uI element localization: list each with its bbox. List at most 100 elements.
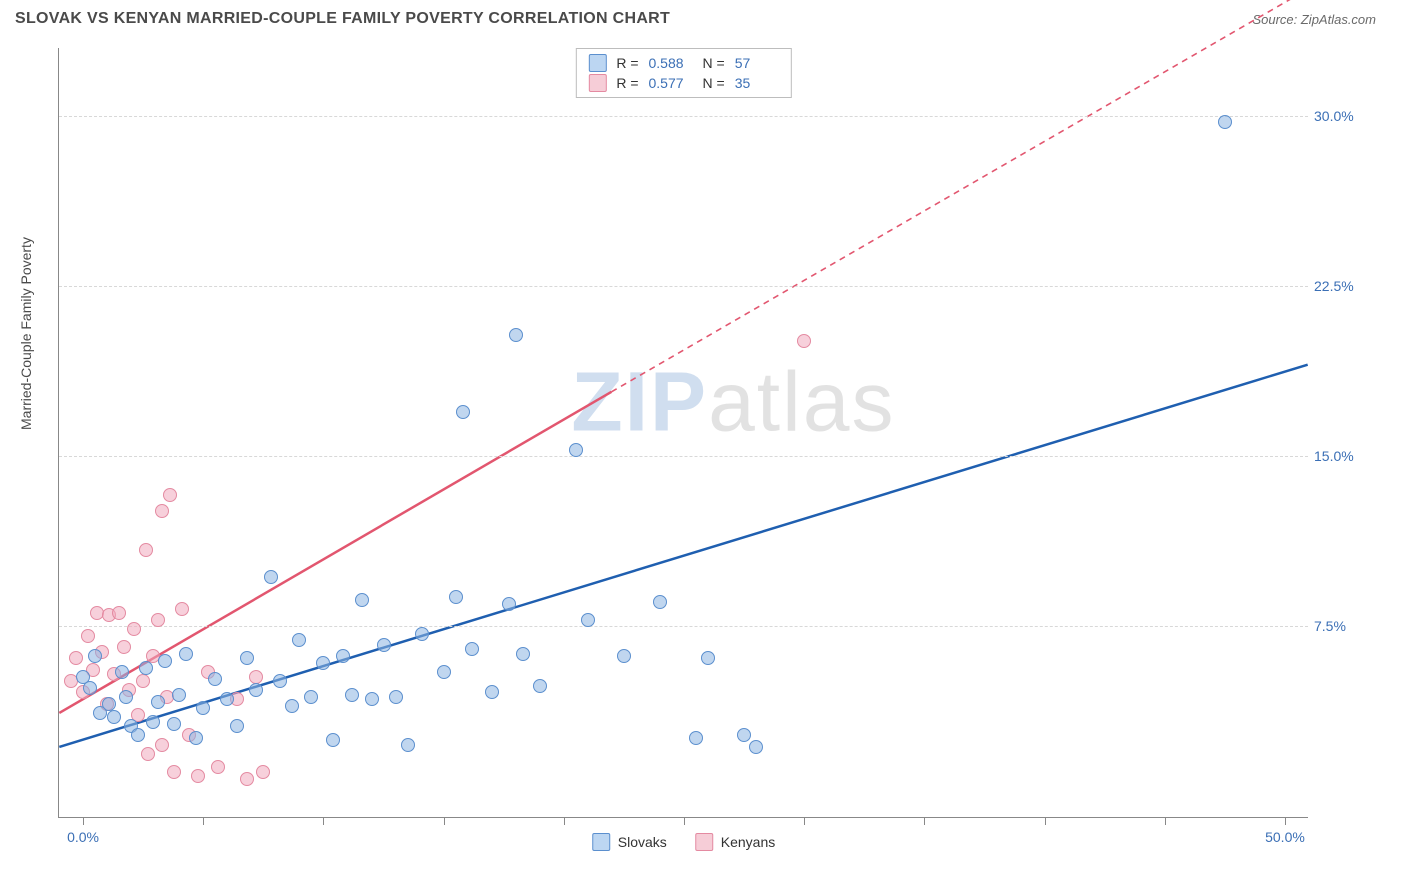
stats-legend-box: R = 0.588 N = 57 R = 0.577 N = 35 — [575, 48, 791, 98]
data-point-slovak — [502, 597, 516, 611]
data-point-kenyan — [211, 760, 225, 774]
x-tick — [564, 817, 565, 825]
data-point-slovak — [509, 328, 523, 342]
data-point-kenyan — [127, 622, 141, 636]
x-tick — [444, 817, 445, 825]
trend-lines — [59, 48, 1308, 817]
data-point-kenyan — [141, 747, 155, 761]
source-attribution: Source: ZipAtlas.com — [1252, 12, 1376, 27]
data-point-slovak — [355, 593, 369, 607]
data-point-kenyan — [112, 606, 126, 620]
data-point-slovak — [316, 656, 330, 670]
data-point-slovak — [189, 731, 203, 745]
data-point-slovak — [119, 690, 133, 704]
x-tick — [323, 817, 324, 825]
data-point-slovak — [230, 719, 244, 733]
data-point-slovak — [415, 627, 429, 641]
data-point-slovak — [617, 649, 631, 663]
stat-r-label: R = — [616, 75, 638, 91]
legend-item: Slovaks — [592, 833, 667, 851]
data-point-slovak — [158, 654, 172, 668]
gridline — [59, 116, 1308, 117]
data-point-slovak — [151, 695, 165, 709]
x-tick — [1285, 817, 1286, 825]
data-point-kenyan — [69, 651, 83, 665]
y-tick-label: 15.0% — [1314, 448, 1366, 464]
y-tick-label: 30.0% — [1314, 108, 1366, 124]
data-point-slovak — [389, 690, 403, 704]
data-point-kenyan — [163, 488, 177, 502]
legend-swatch — [588, 54, 606, 72]
data-point-slovak — [83, 681, 97, 695]
data-point-slovak — [1218, 115, 1232, 129]
stat-r-label: R = — [616, 55, 638, 71]
data-point-slovak — [689, 731, 703, 745]
data-point-slovak — [88, 649, 102, 663]
data-point-slovak — [456, 405, 470, 419]
data-point-slovak — [533, 679, 547, 693]
stat-r-value: 0.588 — [649, 55, 693, 71]
data-point-slovak — [749, 740, 763, 754]
data-point-slovak — [240, 651, 254, 665]
data-point-slovak — [437, 665, 451, 679]
data-point-slovak — [737, 728, 751, 742]
data-point-kenyan — [81, 629, 95, 643]
data-point-slovak — [273, 674, 287, 688]
data-point-slovak — [146, 715, 160, 729]
x-tick — [684, 817, 685, 825]
stat-r-value: 0.577 — [649, 75, 693, 91]
x-tick — [203, 817, 204, 825]
stat-n-label: N = — [703, 55, 725, 71]
data-point-slovak — [304, 690, 318, 704]
legend-swatch — [592, 833, 610, 851]
data-point-kenyan — [175, 602, 189, 616]
data-point-slovak — [139, 661, 153, 675]
data-point-slovak — [365, 692, 379, 706]
y-axis-label: Married-Couple Family Poverty — [18, 237, 34, 430]
stat-n-value: 57 — [735, 55, 779, 71]
stat-n-value: 35 — [735, 75, 779, 91]
scatter-plot: ZIPatlas R =0.588N =57R =0.577N =35 Slov… — [58, 48, 1308, 818]
data-point-kenyan — [139, 543, 153, 557]
stats-row: R = 0.577 N = 35 — [588, 73, 778, 93]
data-point-kenyan — [117, 640, 131, 654]
data-point-slovak — [485, 685, 499, 699]
x-tick — [83, 817, 84, 825]
data-point-slovak — [102, 697, 116, 711]
chart-title: SLOVAK VS KENYAN MARRIED-COUPLE FAMILY P… — [15, 10, 670, 28]
x-tick — [1165, 817, 1166, 825]
x-tick — [924, 817, 925, 825]
y-tick-label: 7.5% — [1314, 618, 1366, 634]
data-point-slovak — [220, 692, 234, 706]
x-tick-label: 0.0% — [67, 829, 99, 845]
data-point-kenyan — [797, 334, 811, 348]
data-point-slovak — [701, 651, 715, 665]
stat-n-label: N = — [703, 75, 725, 91]
x-tick-label: 50.0% — [1265, 829, 1305, 845]
x-tick — [1045, 817, 1046, 825]
data-point-slovak — [581, 613, 595, 627]
series-legend: Slovaks Kenyans — [592, 833, 776, 851]
data-point-slovak — [449, 590, 463, 604]
gridline — [59, 626, 1308, 627]
y-tick-label: 22.5% — [1314, 278, 1366, 294]
legend-swatch — [695, 833, 713, 851]
data-point-slovak — [401, 738, 415, 752]
data-point-slovak — [465, 642, 479, 656]
stats-row: R = 0.588 N = 57 — [588, 53, 778, 73]
data-point-slovak — [179, 647, 193, 661]
data-point-kenyan — [240, 772, 254, 786]
x-tick — [804, 817, 805, 825]
data-point-slovak — [569, 443, 583, 457]
data-point-slovak — [653, 595, 667, 609]
data-point-kenyan — [191, 769, 205, 783]
legend-label: Kenyans — [721, 834, 775, 850]
data-point-kenyan — [167, 765, 181, 779]
data-point-slovak — [264, 570, 278, 584]
data-point-slovak — [131, 728, 145, 742]
data-point-slovak — [249, 683, 263, 697]
data-point-slovak — [285, 699, 299, 713]
data-point-slovak — [516, 647, 530, 661]
data-point-kenyan — [256, 765, 270, 779]
data-point-kenyan — [249, 670, 263, 684]
